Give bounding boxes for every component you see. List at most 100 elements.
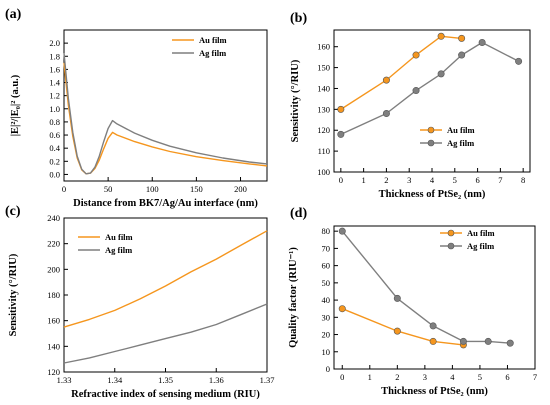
legend-label: Au film [105,232,133,242]
data-point [382,76,390,84]
y-tick-label: 60 [322,261,331,271]
legend-label: Ag film [447,138,474,148]
x-tick-label: 2 [384,175,388,185]
y-tick-label: 20 [322,330,331,340]
series-line-ag-film [63,303,268,364]
x-tick-label: 2 [395,372,399,382]
y-axis-label: Quality factor (RIU⁻¹) [288,247,299,348]
y-tick-label: 10 [322,347,331,357]
panel-c: 1.33 1.34 1.35 1.36 1.37 120 140 160 180 200 220 24… [5,204,274,400]
y-tick-label: 40 [322,295,331,305]
y-tick-label: 30 [322,312,331,322]
x-axis-label: Thickness of PtSe₂ (nm) [379,189,486,200]
x-tick-label: 1.37 [260,375,275,385]
y-tick-label: 70 [322,243,331,253]
y-tick-label: 160 [47,316,60,326]
plot-frame [63,217,268,373]
legend-label: Au film [447,125,475,135]
data-point [337,130,345,138]
data-point [478,39,486,47]
x-tick-label: 200 [234,184,247,194]
x-tick-label: 0 [339,175,343,185]
x-tick-label: 4 [430,175,435,185]
y-tick-label: 160 [317,42,330,52]
data-point [338,227,346,235]
y-tick-label: 200 [47,264,60,274]
y-tick-label: 0 [326,364,330,374]
y-tick-label: 140 [317,83,330,93]
y-tick-label: 140 [47,341,60,351]
y-tick-label: 1.2 [49,91,60,101]
series-line-ag-film [63,52,268,175]
legend-label: Ag film [199,48,226,58]
y-tick-label: 0.2 [49,156,60,166]
x-axis-label: Distance from BK7/Ag/Au interface (nm) [73,198,258,209]
x-tick-label: 5 [478,372,482,382]
y-tick-label: 0.4 [49,143,60,153]
panel-label: (a) [5,7,22,22]
x-tick-label: 0 [62,184,66,194]
y-tick-label: 0.6 [49,130,60,140]
x-tick-label: 3 [407,175,411,185]
panel-a: 0 50 100 150 200 0.0 0.2 0.4 0.6 0.8 1.0 1.2 1.4 1.6 1… [5,7,268,209]
plot-frame [63,29,268,182]
panel-b: 0 1 2 3 4 5 6 7 8 100 110 120 130 140 150 160 Thickness … [290,11,531,200]
x-tick-label: 50 [104,184,113,194]
data-point [429,337,437,345]
data-point [393,327,401,335]
y-tick-label: 1.0 [49,104,60,114]
data-point [515,57,523,65]
data-point [458,51,466,59]
data-point [338,305,346,313]
x-tick-label: 4 [450,372,455,382]
x-tick-label: 7 [498,175,502,185]
data-point [506,339,514,347]
y-tick-label: 220 [47,239,60,249]
series-line-au-film [342,308,464,346]
x-tick-label: 0 [340,372,344,382]
y-tick-label: 120 [47,367,60,377]
x-axis-label: Refractive index of sensing medium (RIU) [71,389,260,400]
x-tick-label: 1.36 [209,375,224,385]
y-tick-label: 240 [47,213,60,223]
y-tick-label: 1.8 [49,51,60,61]
legend-label: Ag film [105,245,132,255]
y-tick-label: 0.0 [49,169,60,179]
y-axis-label: Sensitivity (°/RIU) [8,253,19,336]
data-point [393,294,401,302]
x-tick-label: 5 [453,175,457,185]
data-point [429,322,437,330]
x-tick-label: 7 [533,372,537,382]
panel-label: (c) [5,204,21,219]
plot-frame [333,225,536,370]
x-tick-label: 1 [368,372,372,382]
series-line-ag-film [340,41,519,136]
legend-label: Au film [467,228,495,238]
legend-marker [427,139,435,147]
y-tick-label: 50 [322,278,331,288]
legend-marker [447,229,455,237]
data-point [437,70,445,78]
y-tick-label: 150 [317,63,330,73]
x-tick-label: 1.34 [107,375,123,385]
y-axis-label: |E|²/|E₀|² (a.u.) [10,74,21,136]
data-point [412,87,420,95]
data-point [458,34,466,42]
y-axis-label: Sensitivity (°/RIU) [290,59,301,142]
x-tick-label: 100 [146,184,159,194]
x-axis-label: Thickness of PtSe₂ (nm) [381,386,488,397]
x-tick-label: 1 [362,175,366,185]
panel-label: (d) [290,206,307,221]
x-tick-label: 6 [505,372,509,382]
x-tick-label: 150 [190,184,203,194]
legend-marker [427,126,435,134]
series-line-ag-film [341,230,511,344]
legend-label: Ag film [467,241,494,251]
y-tick-label: 130 [317,104,330,114]
x-tick-label: 3 [423,372,427,382]
y-tick-label: 80 [322,226,331,236]
x-tick-label: 8 [521,175,525,185]
series-line-au-film [63,230,268,328]
data-point [337,105,345,113]
